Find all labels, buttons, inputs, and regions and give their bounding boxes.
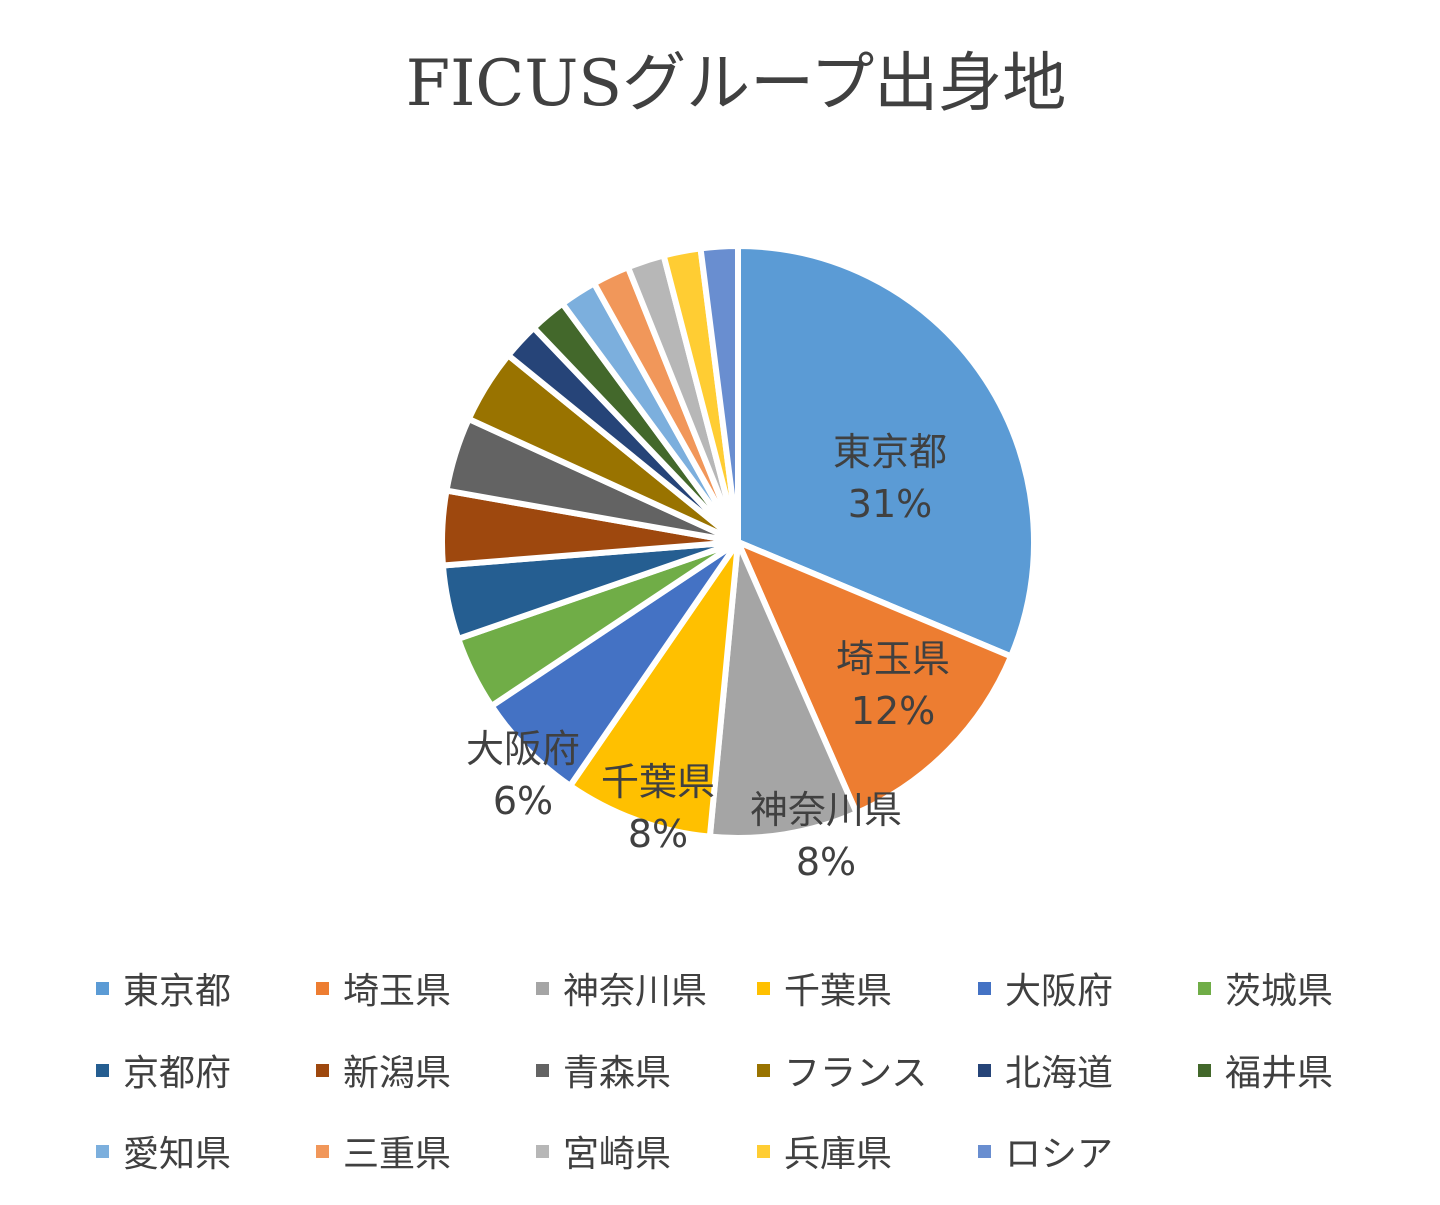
legend-swatch — [757, 1064, 770, 1077]
legend-swatch — [96, 1145, 109, 1158]
legend-label: 兵庫県 — [784, 1134, 892, 1175]
legend-item: フランス — [757, 1053, 927, 1094]
legend-label: 埼玉県 — [343, 971, 451, 1012]
data-label-percent: 12% — [851, 689, 935, 733]
legend-label: 新潟県 — [343, 1053, 451, 1094]
legend-label: 宮崎県 — [563, 1134, 671, 1175]
legend-item: 青森県 — [536, 1053, 671, 1094]
legend-label: 茨城県 — [1225, 971, 1333, 1012]
legend-label: 京都府 — [123, 1053, 231, 1094]
legend-item: 京都府 — [96, 1053, 231, 1094]
legend-item: 新潟県 — [316, 1053, 451, 1094]
legend-item: 愛知県 — [96, 1134, 231, 1175]
legend-swatch — [1198, 1064, 1211, 1077]
legend-item: 三重県 — [316, 1134, 451, 1175]
pie-slice-埼玉県 — [735, 539, 1015, 817]
legend-item: 茨城県 — [1198, 971, 1333, 1012]
legend-swatch — [536, 1145, 549, 1158]
legend-label: 神奈川県 — [563, 971, 707, 1012]
legend-swatch — [96, 1064, 109, 1077]
legend-swatch — [316, 1145, 329, 1158]
legend-swatch — [536, 1064, 549, 1077]
data-labels: 東京都 31% 埼玉県 12% 神奈川県 8% 千葉県 8% 大阪府 6% — [466, 430, 950, 884]
legend-label: 三重県 — [343, 1134, 451, 1175]
legend-swatch — [978, 1145, 991, 1158]
pie-slices — [439, 243, 1037, 841]
legend-item: 埼玉県 — [316, 971, 451, 1012]
legend-swatch — [96, 982, 109, 995]
legend-label: ロシア — [1005, 1134, 1113, 1175]
legend-label: 東京都 — [123, 971, 231, 1012]
data-label-percent: 31% — [848, 482, 932, 526]
legend-swatch — [316, 982, 329, 995]
legend-item: 北海道 — [978, 1053, 1113, 1094]
data-label-category: 埼玉県 — [836, 637, 950, 681]
data-label-percent: 8% — [628, 812, 688, 856]
legend-swatch — [757, 1145, 770, 1158]
data-label-category: 千葉県 — [601, 760, 715, 804]
chart-title: FICUSグループ出身地 — [406, 47, 1067, 121]
data-label-percent: 8% — [796, 840, 856, 884]
legend-item: 大阪府 — [978, 971, 1113, 1012]
legend-swatch — [316, 1064, 329, 1077]
legend-item: ロシア — [978, 1134, 1113, 1175]
legend-swatch — [536, 982, 549, 995]
legend-item: 東京都 — [96, 971, 231, 1012]
legend-swatch — [1198, 982, 1211, 995]
pie-slice-ロシア — [697, 243, 741, 545]
legend-item: 神奈川県 — [536, 971, 707, 1012]
legend-label: 福井県 — [1225, 1053, 1333, 1094]
legend-swatch — [978, 982, 991, 995]
data-label-category: 神奈川県 — [750, 788, 902, 832]
legend-label: 北海道 — [1005, 1053, 1113, 1094]
legend-item: 福井県 — [1198, 1053, 1333, 1094]
legend-label: 愛知県 — [123, 1134, 231, 1175]
data-label-percent: 6% — [493, 779, 553, 823]
pie-slice-千葉県 — [567, 539, 741, 840]
legend-swatch — [978, 1064, 991, 1077]
legend-label: 千葉県 — [784, 971, 892, 1012]
legend-item: 兵庫県 — [757, 1134, 892, 1175]
legend-item: 宮崎県 — [536, 1134, 671, 1175]
pie-slice-神奈川県 — [706, 539, 860, 841]
legend-label: フランス — [784, 1053, 927, 1094]
data-label-category: 大阪府 — [466, 727, 580, 771]
legend-item: 千葉県 — [757, 971, 892, 1012]
legend-swatch — [757, 982, 770, 995]
legend-label: 大阪府 — [1005, 971, 1113, 1012]
data-label-category: 東京都 — [833, 430, 947, 474]
legend-label: 青森県 — [563, 1053, 671, 1094]
pie-slice-東京都 — [735, 243, 1037, 660]
